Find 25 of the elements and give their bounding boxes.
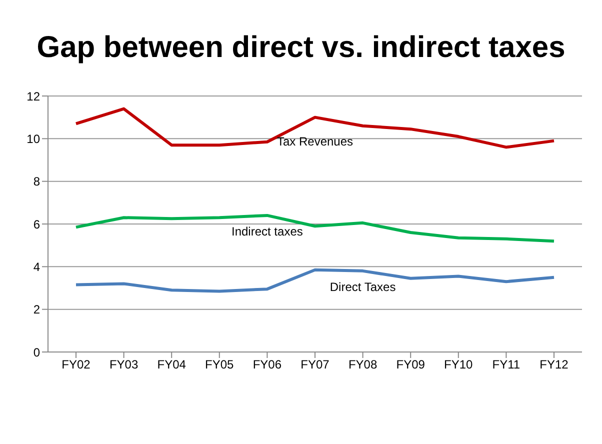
y-tick-label: 2 xyxy=(33,302,40,317)
x-tick-label: FY06 xyxy=(252,358,282,372)
series-label: Tax Revenues xyxy=(276,134,354,148)
x-tick-label: FY09 xyxy=(396,358,426,372)
x-tick-label: FY07 xyxy=(300,358,330,372)
x-tick-label: FY08 xyxy=(348,358,378,372)
y-tick-label: 4 xyxy=(33,260,40,274)
x-tick-label: FY10 xyxy=(444,358,474,372)
line-series xyxy=(74,214,556,243)
chart-title: Gap between direct vs. indirect taxes xyxy=(36,30,566,66)
series-label: Direct Taxes xyxy=(330,280,396,294)
y-tick-label: 6 xyxy=(33,217,40,232)
x-tick-label: FY04 xyxy=(157,358,186,372)
series-label: Indirect taxes xyxy=(232,224,303,238)
line-series xyxy=(74,268,556,293)
x-tick-label: FY12 xyxy=(540,358,569,372)
line-series xyxy=(74,107,556,149)
y-tick-label: 8 xyxy=(33,174,40,189)
y-tick-label: 12 xyxy=(26,89,40,104)
y-tick-label: 10 xyxy=(26,132,40,146)
x-tick-label: FY11 xyxy=(492,358,520,372)
x-tick-label: FY02 xyxy=(62,358,91,372)
x-tick-label: FY05 xyxy=(205,358,234,372)
y-tick-label: 0 xyxy=(33,345,40,360)
x-tick-label: FY03 xyxy=(109,358,138,372)
